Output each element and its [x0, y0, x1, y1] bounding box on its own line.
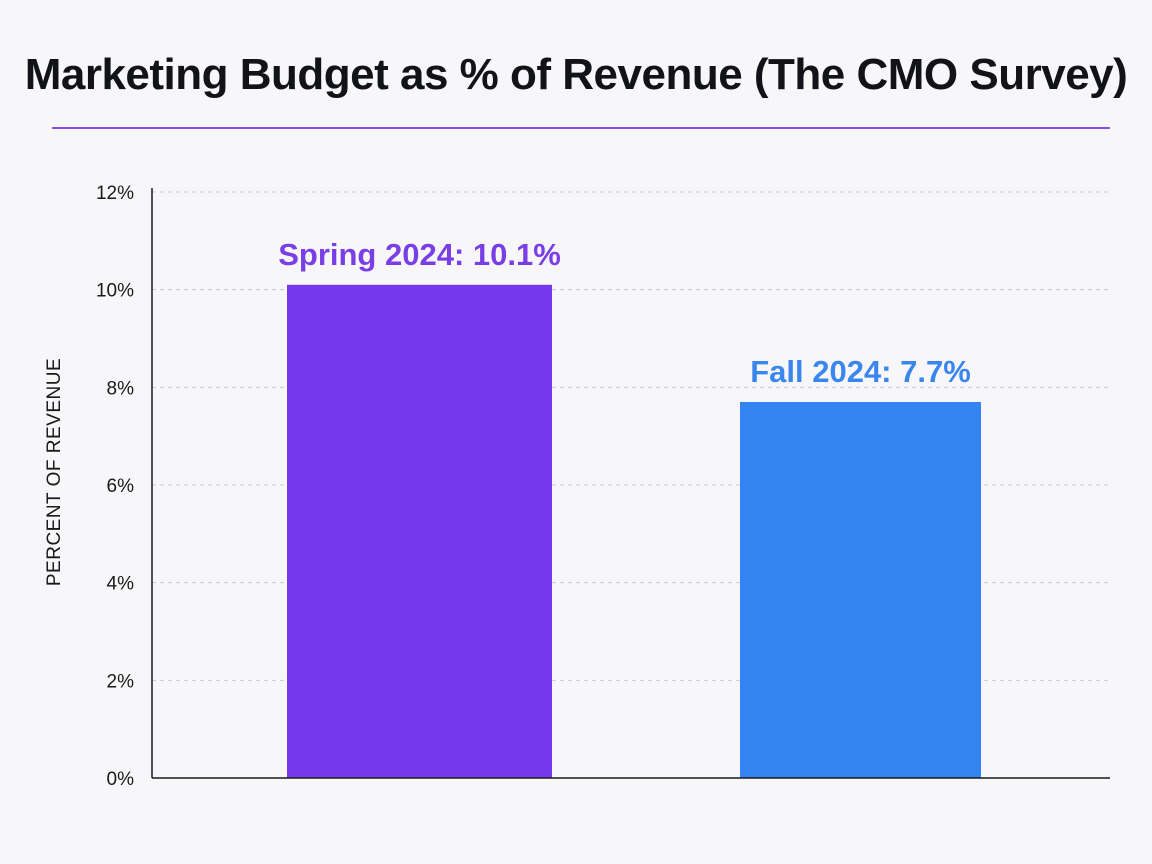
data-label: Fall 2024: 7.7% — [750, 354, 971, 389]
bar-fall-2024 — [740, 401, 981, 778]
bars — [287, 284, 981, 778]
y-tick-label: 12% — [96, 183, 134, 204]
title-underline — [52, 127, 1110, 129]
chart-title: Marketing Budget as % of Revenue (The CM… — [24, 50, 1128, 99]
y-axis-title: PERCENT OF REVENUE — [44, 358, 65, 586]
y-tick-label: 4% — [107, 574, 135, 595]
y-tick-label: 2% — [107, 671, 135, 692]
data-label: Spring 2024: 10.1% — [278, 237, 561, 272]
y-tick-label: 0% — [107, 769, 135, 790]
bar-spring-2024 — [287, 284, 552, 778]
axes — [151, 188, 1110, 779]
y-tick-labels: 0% 2% 4% 6% 8% 10% 12% — [96, 183, 134, 790]
y-tick-label: 6% — [107, 476, 135, 497]
data-labels: Spring 2024: 10.1% Fall 2024: 7.7% — [278, 237, 971, 389]
y-tick-label: 10% — [96, 281, 134, 302]
y-tick-label: 8% — [107, 378, 135, 399]
